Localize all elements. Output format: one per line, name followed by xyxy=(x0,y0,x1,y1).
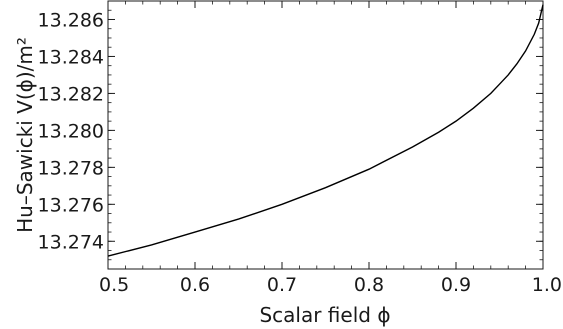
x-tick-label: 1.0 xyxy=(532,274,562,296)
major-ticks xyxy=(108,1,543,269)
y-tick-label: 13.276 xyxy=(38,194,104,216)
y-tick-label: 13.274 xyxy=(38,231,104,253)
y-tick-label: 13.282 xyxy=(38,83,104,105)
y-tick-label: 13.280 xyxy=(38,120,104,142)
y-tick-label: 13.278 xyxy=(38,157,104,179)
x-tick-label: 0.7 xyxy=(267,274,297,296)
y-tick-labels: 13.274 13.276 13.278 13.280 13.282 13.284 13.2… xyxy=(38,9,104,253)
x-axis-label: Scalar field ϕ xyxy=(259,303,390,327)
plot-frame xyxy=(108,1,543,269)
x-tick-label: 0.8 xyxy=(354,274,384,296)
x-tick-labels: 0.5 0.6 0.7 0.8 0.9 1.0 xyxy=(99,274,562,296)
x-tick-label: 0.5 xyxy=(99,274,129,296)
minor-ticks xyxy=(108,1,543,269)
y-axis-label: Hu–Sawicki V(ϕ)/m² xyxy=(13,37,37,233)
x-tick-label: 0.9 xyxy=(441,274,471,296)
y-tick-label: 13.284 xyxy=(38,46,104,68)
y-tick-label: 13.286 xyxy=(38,9,104,31)
potential-curve xyxy=(108,5,543,256)
x-tick-label: 0.6 xyxy=(180,274,210,296)
